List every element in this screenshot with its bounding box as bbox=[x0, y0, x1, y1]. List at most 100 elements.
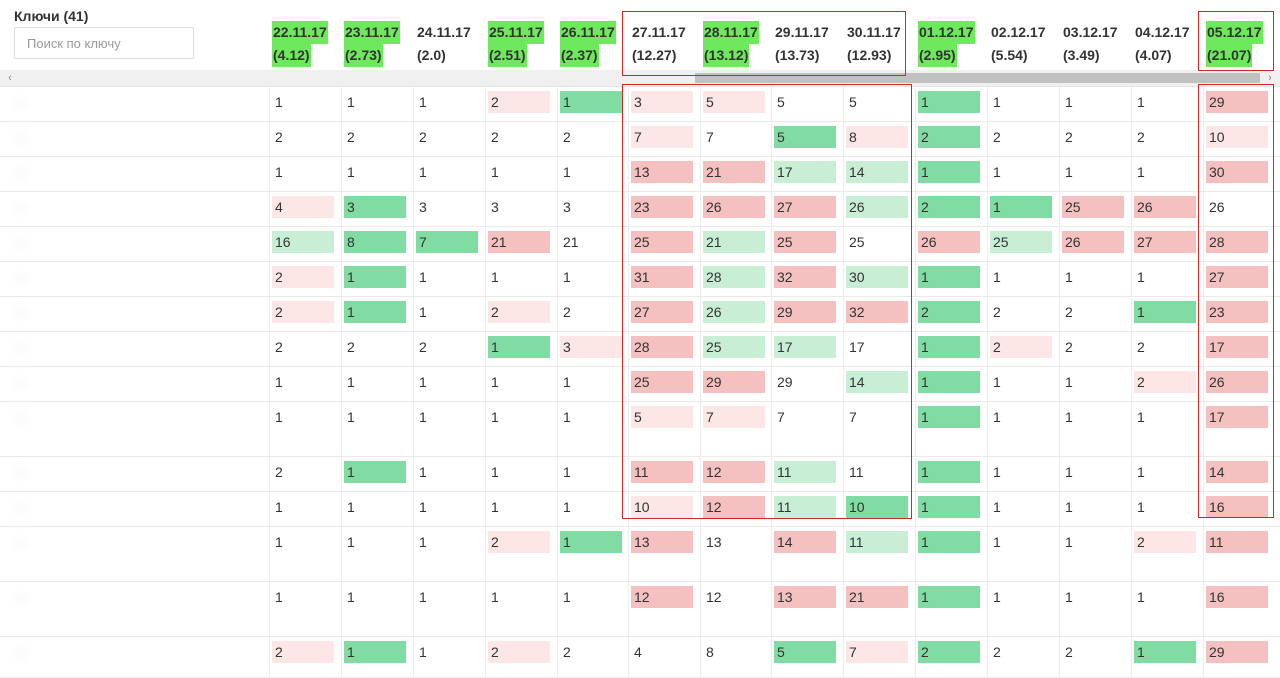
position-cell: 2 bbox=[993, 304, 1001, 320]
position-cell: 2 bbox=[275, 129, 283, 145]
position-cell: 1 bbox=[1134, 301, 1196, 323]
date-label: 24.11.17 bbox=[417, 24, 471, 40]
position-cell: 1 bbox=[563, 499, 571, 515]
keyword-label[interactable]: — bbox=[14, 500, 27, 515]
date-value: (12.27) bbox=[632, 47, 677, 63]
date-value: (21.07) bbox=[1206, 44, 1253, 67]
date-column-header[interactable]: 01.12.17 (2.95) bbox=[918, 21, 988, 67]
keyword-label[interactable]: — bbox=[14, 340, 27, 355]
keyword-label[interactable]: — bbox=[14, 200, 27, 215]
keyword-label[interactable]: — bbox=[14, 165, 27, 180]
table-row: —2 1 1 1 1 31 28 32 30 1 1 1 1 27 bbox=[0, 262, 1280, 297]
position-cell: 1 bbox=[1134, 641, 1196, 663]
position-cell: 1 bbox=[990, 196, 1052, 218]
keyword-label[interactable]: — bbox=[14, 645, 27, 660]
position-cell: 1 bbox=[419, 464, 427, 480]
keys-title: Ключи (41) bbox=[14, 8, 89, 24]
date-column-header[interactable]: 28.11.17 (13.12) bbox=[703, 21, 773, 67]
position-cell: 2 bbox=[1065, 339, 1073, 355]
position-cell: 3 bbox=[419, 199, 427, 215]
column-divider bbox=[1059, 87, 1060, 678]
key-search-input[interactable] bbox=[14, 27, 194, 59]
date-column-header[interactable]: 23.11.17 (2.73) bbox=[344, 21, 414, 67]
position-cell: 21 bbox=[846, 586, 908, 608]
date-label: 22.11.17 bbox=[272, 21, 328, 44]
date-label: 02.12.17 bbox=[991, 24, 1046, 40]
position-cell: 5 bbox=[774, 641, 836, 663]
position-cell: 16 bbox=[272, 231, 334, 253]
keyword-label[interactable]: — bbox=[14, 535, 27, 550]
date-column-header[interactable]: 22.11.17 (4.12) bbox=[272, 21, 342, 67]
keyword-label[interactable]: — bbox=[14, 270, 27, 285]
position-cell: 5 bbox=[703, 91, 765, 113]
keyword-label[interactable]: — bbox=[14, 95, 27, 110]
horizontal-scrollbar[interactable]: ‹ › bbox=[0, 70, 1280, 87]
position-cell: 1 bbox=[1065, 589, 1073, 605]
position-cell: 1 bbox=[1137, 409, 1145, 425]
position-cell: 21 bbox=[488, 231, 550, 253]
position-cell: 30 bbox=[1206, 161, 1268, 183]
column-divider bbox=[1131, 87, 1132, 678]
position-cell: 1 bbox=[993, 374, 1001, 390]
position-cell: 26 bbox=[1062, 231, 1124, 253]
date-column-header[interactable]: 05.12.17 (21.07) bbox=[1206, 21, 1276, 67]
position-cell: 1 bbox=[1065, 269, 1073, 285]
scroll-left-icon[interactable]: ‹ bbox=[8, 72, 12, 84]
position-cell: 1 bbox=[347, 589, 355, 605]
keyword-label[interactable]: — bbox=[14, 465, 27, 480]
position-cell: 1 bbox=[347, 164, 355, 180]
position-cell: 1 bbox=[419, 499, 427, 515]
date-column-header[interactable]: 25.11.17 (2.51) bbox=[488, 21, 558, 67]
date-column-header[interactable]: 30.11.17 (12.93) bbox=[846, 21, 916, 67]
keyword-label[interactable]: — bbox=[14, 590, 27, 605]
date-label: 05.12.17 bbox=[1206, 21, 1263, 44]
date-column-header[interactable]: 24.11.17 (2.0) bbox=[416, 21, 486, 67]
keyword-label[interactable]: — bbox=[14, 130, 27, 145]
date-value: (2.0) bbox=[417, 47, 446, 63]
position-cell: 14 bbox=[1206, 461, 1268, 483]
keyword-label[interactable]: — bbox=[14, 410, 27, 425]
position-cell: 10 bbox=[631, 496, 693, 518]
position-cell: 11 bbox=[849, 464, 864, 480]
position-cell: 8 bbox=[706, 644, 714, 660]
position-cell: 25 bbox=[774, 231, 836, 253]
date-column-header[interactable]: 02.12.17 (5.54) bbox=[990, 21, 1060, 67]
date-value: (2.51) bbox=[488, 44, 527, 67]
position-cell: 5 bbox=[631, 406, 693, 428]
position-cell: 14 bbox=[846, 371, 908, 393]
date-column-header[interactable]: 04.12.17 (4.07) bbox=[1134, 21, 1204, 67]
position-cell: 7 bbox=[416, 231, 478, 253]
table-row: —2 1 1 1 1 11 12 11 11 1 1 1 1 14 bbox=[0, 457, 1280, 492]
keyword-label[interactable]: — bbox=[14, 305, 27, 320]
date-value: (2.73) bbox=[344, 44, 383, 67]
date-value: (2.95) bbox=[918, 44, 957, 67]
keys-header: Ключи (41) bbox=[0, 0, 268, 70]
date-value: (13.73) bbox=[775, 47, 820, 63]
position-cell: 1 bbox=[993, 269, 1001, 285]
scroll-right-icon[interactable]: › bbox=[1268, 72, 1272, 84]
position-cell: 2 bbox=[275, 464, 283, 480]
position-cell: 1 bbox=[275, 164, 283, 180]
date-column-header[interactable]: 27.11.17 (12.27) bbox=[631, 21, 701, 67]
date-column-header[interactable]: 03.12.17 (3.49) bbox=[1062, 21, 1132, 67]
scroll-thumb[interactable] bbox=[695, 73, 1260, 83]
position-cell: 1 bbox=[563, 464, 571, 480]
date-label: 01.12.17 bbox=[918, 21, 975, 44]
position-cell: 12 bbox=[703, 496, 765, 518]
keyword-label[interactable]: — bbox=[14, 375, 27, 390]
position-cell: 29 bbox=[774, 301, 836, 323]
position-cell: 3 bbox=[563, 199, 571, 215]
position-cell: 2 bbox=[491, 129, 499, 145]
date-value: (2.37) bbox=[560, 44, 599, 67]
date-column-header[interactable]: 29.11.17 (13.73) bbox=[774, 21, 844, 67]
position-cell: 13 bbox=[706, 534, 722, 550]
keyword-label[interactable]: — bbox=[14, 235, 27, 250]
position-cell: 1 bbox=[1137, 499, 1145, 515]
column-divider bbox=[341, 87, 342, 678]
date-column-header[interactable]: 26.11.17 (2.37) bbox=[560, 21, 630, 67]
position-cell: 2 bbox=[347, 129, 355, 145]
position-cell: 2 bbox=[1065, 304, 1073, 320]
position-cell: 1 bbox=[918, 371, 980, 393]
position-cell: 8 bbox=[846, 126, 908, 148]
position-cell: 27 bbox=[774, 196, 836, 218]
